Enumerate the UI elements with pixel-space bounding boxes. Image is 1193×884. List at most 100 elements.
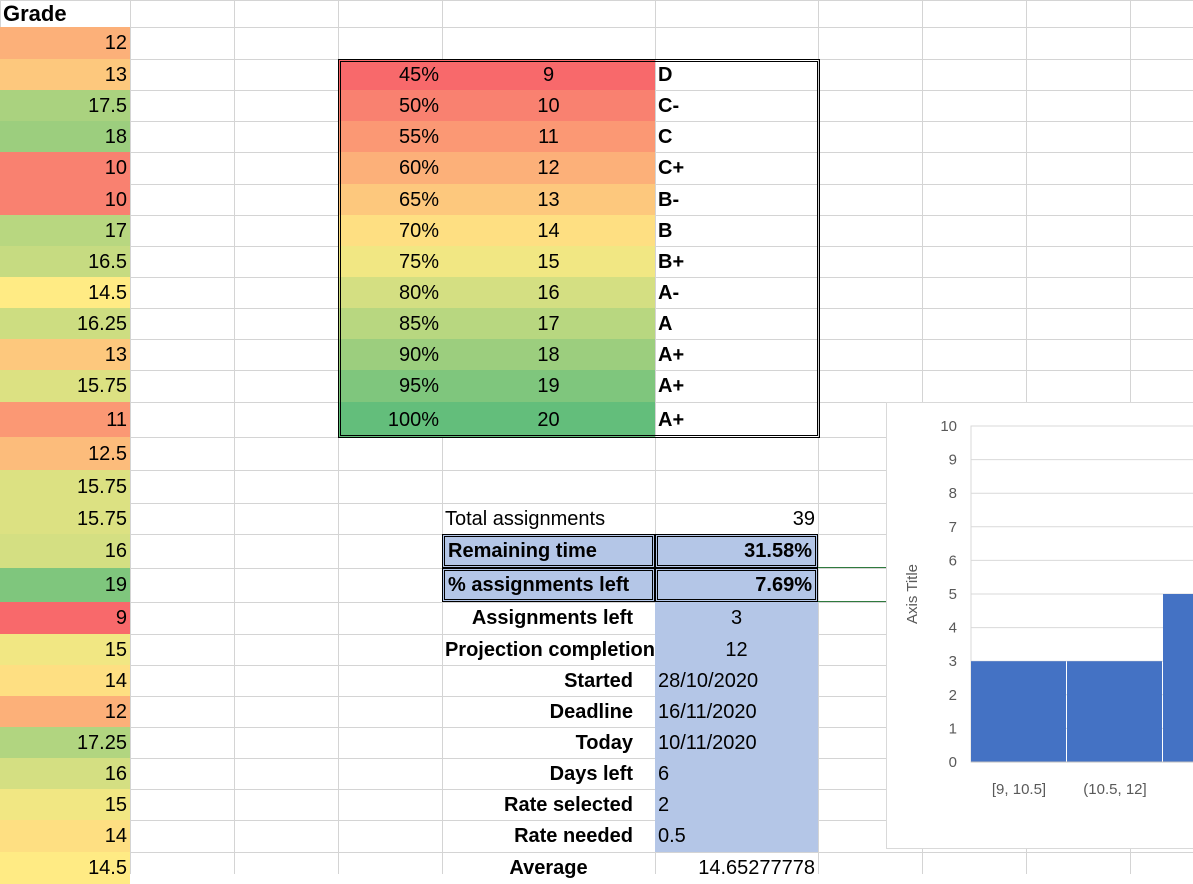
grade-cell[interactable]: 14.5 xyxy=(0,852,130,884)
grade-scale-percent-cell[interactable]: 65% xyxy=(338,184,442,215)
grade-cell[interactable]: 15 xyxy=(0,789,130,820)
grade-cell[interactable]: 17.5 xyxy=(0,90,130,121)
grade-cell[interactable]: 16 xyxy=(0,758,130,789)
grade-scale-percent-cell[interactable]: 60% xyxy=(338,152,442,184)
grade-cell[interactable]: 10 xyxy=(0,184,130,215)
grade-scale-letter-cell[interactable]: D xyxy=(658,63,673,86)
grade-cell[interactable]: 11 xyxy=(0,402,130,437)
summary-label[interactable]: Deadline xyxy=(549,700,633,723)
y-tick-label: 5 xyxy=(949,586,957,603)
grade-scale-letter-cell[interactable]: A+ xyxy=(658,343,685,366)
summary-label[interactable]: Today xyxy=(575,731,633,754)
grade-scale-score-cell[interactable]: 18 xyxy=(442,339,655,370)
grade-scale-letter-cell[interactable]: C+ xyxy=(658,157,685,179)
grade-scale-letter-cell[interactable]: A+ xyxy=(658,408,685,431)
grade-scale-letter-cell[interactable]: A- xyxy=(658,281,680,304)
y-tick-label: 8 xyxy=(949,485,957,502)
grade-scale-percent-cell[interactable]: 90% xyxy=(338,339,442,370)
grade-cell[interactable]: 19 xyxy=(0,568,130,602)
grade-scale-score-cell[interactable]: 17 xyxy=(442,308,655,339)
summary-label[interactable]: Projection completion xyxy=(444,638,655,661)
y-tick-label: 0 xyxy=(949,754,957,771)
grade-scale-percent-cell[interactable]: 80% xyxy=(338,277,442,308)
pct-assignments-left-label[interactable]: % assignments left xyxy=(442,568,655,602)
summary-value[interactable]: 16/11/2020 xyxy=(655,696,818,727)
grade-scale-letter-cell[interactable]: B xyxy=(658,219,673,242)
grade-scale-score-cell[interactable]: 14 xyxy=(442,215,655,246)
grade-cell[interactable]: 13 xyxy=(0,339,130,370)
grade-scale-percent-cell[interactable]: 95% xyxy=(338,370,442,402)
grade-cell[interactable]: 18 xyxy=(0,121,130,152)
y-tick-label: 7 xyxy=(949,519,957,536)
grade-cell[interactable]: 15.75 xyxy=(0,370,130,402)
grade-cell[interactable]: 17.25 xyxy=(0,727,130,758)
summary-value[interactable]: 12 xyxy=(655,634,818,665)
grade-cell[interactable]: 14.5 xyxy=(0,277,130,308)
grade-cell[interactable]: 12 xyxy=(0,27,130,59)
grade-scale-percent-cell[interactable]: 70% xyxy=(338,215,442,246)
grade-scale-score-cell[interactable]: 10 xyxy=(442,90,655,121)
grade-cell[interactable]: 15 xyxy=(0,634,130,665)
summary-value[interactable]: 28/10/2020 xyxy=(655,665,818,696)
grade-cell[interactable]: 12 xyxy=(0,696,130,727)
histogram-bar xyxy=(971,661,1066,762)
grade-cell[interactable]: 10 xyxy=(0,152,130,184)
grade-cell[interactable]: 13 xyxy=(0,59,130,90)
y-tick-label: 4 xyxy=(949,620,957,637)
grade-scale-letter-cell[interactable]: B+ xyxy=(658,250,685,273)
summary-label[interactable]: Started xyxy=(564,669,633,692)
grade-cell[interactable]: 16.5 xyxy=(0,246,130,277)
summary-label[interactable]: Rate needed xyxy=(514,825,633,847)
histogram-bar xyxy=(1067,661,1162,762)
grade-cell[interactable]: 12.5 xyxy=(0,437,130,470)
grade-scale-letter-cell[interactable]: B- xyxy=(658,188,680,211)
grade-scale-percent-cell[interactable]: 85% xyxy=(338,308,442,339)
y-tick-label: 3 xyxy=(949,653,957,670)
remaining-time-value[interactable]: 31.58% xyxy=(655,534,818,568)
grade-scale-score-cell[interactable]: 13 xyxy=(442,184,655,215)
grade-scale-letter-cell[interactable]: C- xyxy=(658,94,680,117)
summary-value[interactable]: 6 xyxy=(655,758,818,789)
grade-scale-percent-cell[interactable]: 50% xyxy=(338,90,442,121)
summary-value[interactable]: 2 xyxy=(655,789,818,820)
grade-scale-score-cell[interactable]: 15 xyxy=(442,246,655,277)
grade-scale-score-cell[interactable]: 16 xyxy=(442,277,655,308)
grade-cell[interactable]: 9 xyxy=(0,602,130,634)
grade-scale-letter-cell[interactable]: C xyxy=(658,125,673,148)
grade-cell[interactable]: 16 xyxy=(0,534,130,568)
grade-cell[interactable]: 15.75 xyxy=(0,470,130,503)
y-tick-label: 10 xyxy=(940,418,957,435)
connector-line xyxy=(818,567,886,568)
grade-cell[interactable]: 14 xyxy=(0,820,130,852)
grade-scale-percent-cell[interactable]: 75% xyxy=(338,246,442,277)
grade-cell[interactable]: 14 xyxy=(0,665,130,696)
summary-label[interactable]: Rate selected xyxy=(504,793,633,816)
grade-scale-score-cell[interactable]: 19 xyxy=(442,370,655,402)
average-value[interactable]: 14.65277778 xyxy=(698,856,815,879)
grade-scale-percent-cell[interactable]: 55% xyxy=(338,121,442,152)
pct-assignments-left-value[interactable]: 7.69% xyxy=(655,568,818,602)
grade-scale-letter-cell[interactable]: A+ xyxy=(658,375,685,397)
total-assignments-value[interactable]: 39 xyxy=(792,507,815,530)
grade-scale-percent-cell[interactable]: 45% xyxy=(338,59,442,90)
grade-scale-score-cell[interactable]: 12 xyxy=(442,152,655,184)
grade-scale-percent-cell[interactable]: 100% xyxy=(338,402,442,437)
grade-cell[interactable]: 15.75 xyxy=(0,503,130,534)
summary-value[interactable]: 0.5 xyxy=(655,820,818,852)
grade-scale-score-cell[interactable]: 11 xyxy=(442,121,655,152)
summary-label[interactable]: Assignments left xyxy=(471,607,633,629)
total-assignments-label[interactable]: Total assignments xyxy=(445,507,606,530)
grade-cell[interactable]: 17 xyxy=(0,215,130,246)
grade-header[interactable]: Grade xyxy=(3,0,67,26)
summary-value[interactable]: 10/11/2020 xyxy=(655,727,818,758)
grade-scale-score-cell[interactable]: 20 xyxy=(442,402,655,437)
summary-value[interactable]: 3 xyxy=(655,602,818,634)
summary-label[interactable]: Days left xyxy=(549,762,633,785)
average-label[interactable]: Average xyxy=(509,856,588,879)
grade-scale-score-cell[interactable]: 9 xyxy=(442,59,655,90)
grade-cell[interactable]: 16.25 xyxy=(0,308,130,339)
y-tick-label: 2 xyxy=(949,687,957,704)
grade-scale-letter-cell[interactable]: A xyxy=(658,312,673,335)
remaining-time-label[interactable]: Remaining time xyxy=(442,534,655,568)
